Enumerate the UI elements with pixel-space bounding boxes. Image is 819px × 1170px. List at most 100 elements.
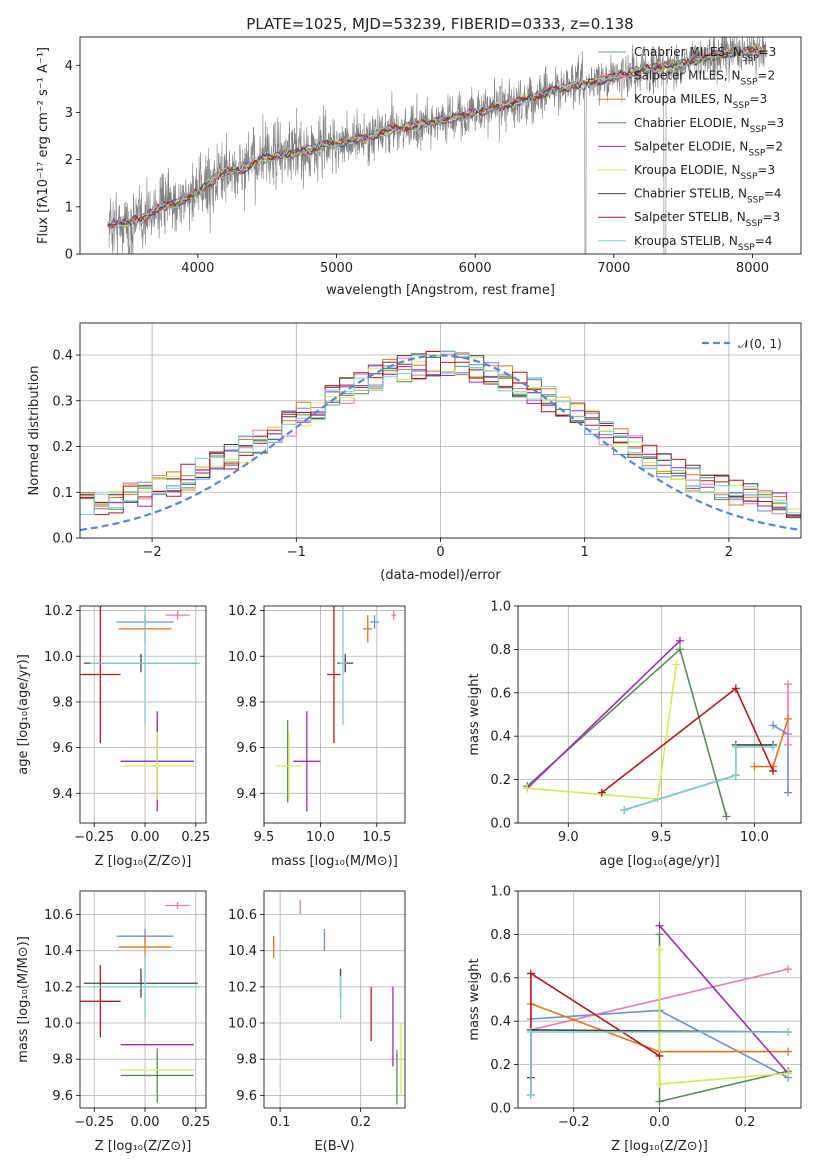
axes-frame	[79, 605, 207, 824]
plot-area	[275, 606, 396, 812]
x-tick-label: 7000	[597, 261, 630, 276]
x-tick-label: 4000	[181, 261, 214, 276]
y-tick-label: 0	[65, 248, 73, 263]
axes-frame	[517, 605, 802, 824]
plot-area	[80, 901, 200, 1103]
weight-series-line	[527, 664, 678, 800]
weight-series-line	[601, 687, 774, 794]
weight-point-marker	[784, 1028, 793, 1037]
weight-point-marker	[655, 1051, 664, 1060]
weight-point-marker	[731, 743, 740, 752]
weight-point-marker	[769, 743, 778, 752]
y-tick-label: 10.0	[228, 650, 257, 665]
mass-vs-metallicity-panel: −0.25 0.00 0.25 9.6 9.8 10.0 10.2 10.4 10.6 Z [lo…	[16, 890, 210, 1154]
y-tick-label: 0.0	[490, 1102, 511, 1117]
plot-area	[80, 350, 801, 532]
x-tick-label: 0.00	[131, 1115, 160, 1130]
weight-point-marker	[620, 805, 629, 814]
y-tick-label: 3	[65, 106, 73, 121]
y-tick-label: 9.4	[52, 787, 73, 802]
weight-point-marker	[731, 771, 740, 780]
y-tick-label: 9.4	[236, 787, 257, 802]
y-tick-label: 0.8	[490, 643, 511, 658]
weight-point-marker	[783, 714, 792, 723]
error-bar-point	[165, 610, 190, 620]
age-vs-metallicity-panel: −0.25 0.00 0.25 9.4 9.6 9.8 10.0 10.2 Z [log₁₀(Z…	[16, 604, 210, 869]
weight-point-marker	[783, 680, 792, 689]
x-axis-label: wavelength [Angstrom, rest frame]	[326, 283, 555, 298]
weight-point-marker	[675, 645, 684, 654]
weight-series-line	[623, 746, 774, 811]
weight-point-marker	[655, 945, 664, 954]
y-tick-label: 0.2	[490, 773, 511, 788]
legend-entry: Salpeter STELIB, NSSP=3	[634, 210, 780, 229]
error-bar-point	[90, 954, 200, 1020]
weight-series-line	[623, 744, 774, 811]
weight-point-marker	[655, 1080, 664, 1089]
x-tick-label: 2	[725, 545, 733, 560]
x-tick-label: 0.2	[350, 1115, 371, 1130]
x-axis-label: mass [log₁₀(M/M⊙)]	[271, 854, 398, 869]
y-tick-label: 4	[65, 59, 73, 74]
y-tick-label: 9.6	[52, 741, 73, 756]
y-tick-label: 10.2	[228, 604, 257, 619]
weight-point-marker	[784, 965, 793, 974]
figure-title: PLATE=1025, MJD=53239, FIBERID=0333, z=0…	[246, 15, 633, 33]
y-tick-label: 9.6	[236, 741, 257, 756]
spectrum-panel: 4000 5000 6000 7000 8000 0 1 2 3 4 wavelength [Ang…	[36, 36, 802, 298]
x-tick-label: 10.0	[306, 830, 335, 845]
x-tick-label: 0.1	[270, 1115, 291, 1130]
y-tick-label: 0.4	[490, 1015, 511, 1030]
y-tick-label: 0.0	[52, 532, 73, 547]
residual-histogram	[80, 350, 801, 516]
y-tick-label: 2	[65, 153, 73, 168]
y-tick-label: 1.0	[490, 600, 511, 615]
weight-point-marker	[526, 1090, 535, 1099]
x-tick-label: −1	[287, 545, 306, 560]
y-tick-label: 1	[65, 200, 73, 215]
legend: 𝒩(0, 1)	[702, 337, 782, 351]
error-bar-point	[363, 615, 373, 643]
y-tick-label: 9.6	[236, 1089, 257, 1104]
y-tick-label: 10.2	[44, 604, 73, 619]
y-tick-label: 9.8	[52, 695, 73, 710]
legend-entry: Kroupa STELIB, NSSP=4	[634, 234, 772, 253]
weight-point-marker	[672, 660, 681, 669]
x-tick-label: 8000	[736, 261, 769, 276]
y-tick-label: 9.8	[236, 695, 257, 710]
weight-point-marker	[783, 788, 792, 797]
y-tick-label: 10.0	[228, 1017, 257, 1032]
y-tick-label: 0.6	[490, 686, 511, 701]
weight-point-marker	[675, 636, 684, 645]
plot-area	[80, 606, 200, 812]
y-tick-label: 10.2	[228, 980, 257, 995]
x-tick-label: 9.0	[558, 830, 579, 845]
x-tick-label: 9.5	[254, 830, 275, 845]
error-bar-point	[339, 606, 347, 725]
error-bar-point	[80, 606, 121, 744]
axes: −2 −1 0 1 2 0.0 0.1 0.2 0.3 0.4 𝒩(0, 1) (data-model…	[27, 322, 802, 583]
y-tick-label: 9.8	[236, 1053, 257, 1068]
x-tick-label: 6000	[459, 261, 492, 276]
grid	[518, 605, 801, 824]
grid	[264, 891, 405, 1108]
axes: 9.5 10.0 10.5 9.4 9.6 9.8 10.0 10.2 mass [log₁₀(…	[228, 604, 406, 869]
axes-frame	[79, 890, 207, 1109]
x-axis-label: (data-model)/error	[380, 568, 501, 583]
axes: 9.0 9.5 10.0 0.0 0.2 0.4 0.6 0.8 1.0 age [log₁₀(a…	[467, 600, 802, 869]
axes: −0.2 0.0 0.2 0.0 0.2 0.4 0.6 0.8 1.0 Z [log₁₀(Z/Z…	[467, 885, 802, 1154]
weight-point-marker	[784, 1047, 793, 1056]
axes-frame	[263, 605, 406, 824]
weight-series-line	[658, 934, 789, 1103]
x-tick-label: 0.25	[181, 830, 210, 845]
x-tick-label: −0.25	[74, 830, 114, 845]
axes: 4000 5000 6000 7000 8000 0 1 2 3 4 wavelength [Ang…	[36, 36, 802, 298]
y-tick-label: 10.6	[228, 908, 257, 923]
legend-entry: Salpeter MILES, NSSP=2	[634, 69, 775, 88]
weight-point-marker	[769, 721, 778, 730]
y-tick-label: 0.2	[490, 1058, 511, 1073]
weight-point-marker	[526, 969, 535, 978]
weight-vs-metallicity-panel: −0.2 0.0 0.2 0.0 0.2 0.4 0.6 0.8 1.0 Z [log₁₀(Z/Z…	[467, 885, 802, 1154]
y-tick-label: 1.0	[490, 885, 511, 900]
weight-vs-age-panel: 9.0 9.5 10.0 0.0 0.2 0.4 0.6 0.8 1.0 age [log₁₀(a…	[467, 600, 802, 869]
